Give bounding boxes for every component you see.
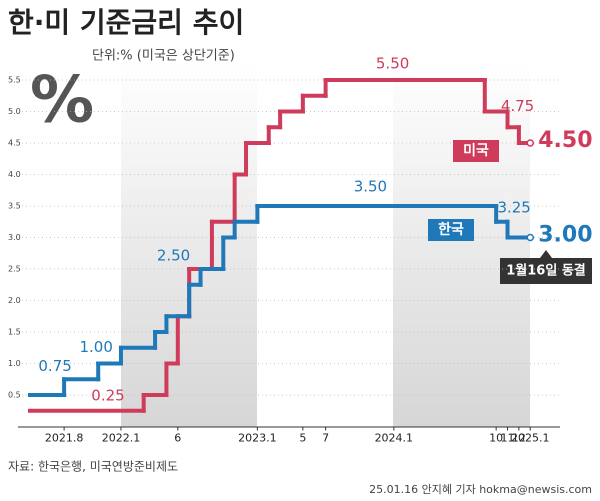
x-tick-label: 2024.1 xyxy=(375,432,414,445)
value-label: 2.50 xyxy=(157,247,190,265)
callout-box xyxy=(500,250,592,284)
chart-title: 한·미 기준금리 추이 xyxy=(8,6,244,39)
x-tick-label: 5 xyxy=(299,432,306,445)
end-marker xyxy=(526,233,535,242)
callout-text: 1월16일 동결 xyxy=(506,263,586,279)
x-tick-label: 2025.1 xyxy=(511,432,550,445)
x-tick-label: 12 xyxy=(512,432,526,445)
y-tick-label: 5.5 xyxy=(8,76,21,85)
value-label: 5.50 xyxy=(376,55,409,73)
value-label: 0.75 xyxy=(38,357,71,375)
y-tick-label: 1.0 xyxy=(8,359,21,368)
value-label: 3.50 xyxy=(354,178,387,196)
year-band xyxy=(121,60,257,427)
value-label: 4.75 xyxy=(501,97,534,115)
x-tick-label: 2023.1 xyxy=(238,432,277,445)
y-tick-label: 5.0 xyxy=(8,107,21,116)
legend-label: 미국 xyxy=(463,143,489,159)
legend-label: 한국 xyxy=(438,222,464,238)
value-label: 3.00 xyxy=(538,223,592,248)
badge: % xyxy=(30,64,94,138)
y-tick-label: 3.5 xyxy=(8,202,21,211)
credit: 25.01.16 안지혜 기자 hokma@newsis.com xyxy=(369,483,592,496)
value-label: 3.25 xyxy=(497,198,530,216)
legend-box xyxy=(428,219,474,241)
x-tick-label: 2022.1 xyxy=(102,432,141,445)
y-tick-label: 3.0 xyxy=(8,233,21,242)
legend-box xyxy=(453,140,499,162)
source: 자료: 한국은행, 미국연방준비제도 xyxy=(8,459,178,474)
y-tick-label: 4.5 xyxy=(8,139,21,148)
x-tick-label: 2021.8 xyxy=(45,432,84,445)
y-tick-label: 1.5 xyxy=(8,328,21,337)
y-tick-label: 2.5 xyxy=(8,265,21,274)
y-tick-label: 4.0 xyxy=(8,170,21,179)
value-label: 1.00 xyxy=(80,338,113,356)
y-tick-label: 2.0 xyxy=(8,296,21,305)
value-label: 4.50 xyxy=(538,128,592,153)
chart-subtitle: 단위:% (미국은 상단기준) xyxy=(92,49,235,64)
end-marker xyxy=(526,139,535,147)
x-tick-label: 6 xyxy=(174,432,181,445)
value-label: 0.25 xyxy=(91,386,124,404)
x-tick-label: 11 xyxy=(501,432,515,445)
x-tick-label: 10 xyxy=(489,432,503,445)
y-tick-label: 0.5 xyxy=(8,391,21,400)
x-tick-label: 7 xyxy=(322,432,329,445)
